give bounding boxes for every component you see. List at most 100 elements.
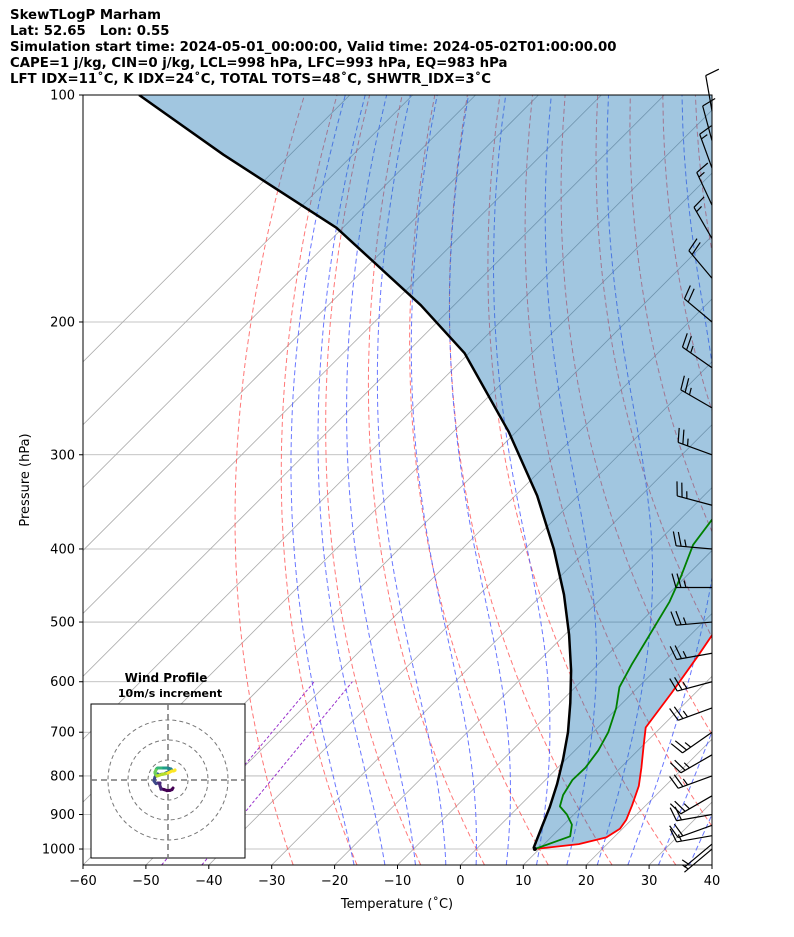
- moist-adiabat: [317, 95, 386, 865]
- isotherm: [83, 95, 476, 489]
- isotherm: [397, 549, 712, 865]
- isotherm: [83, 95, 665, 677]
- dry-adiabat: [761, 95, 794, 865]
- x-tick-label: −10: [384, 874, 411, 889]
- station-title: SkewTLogP Marham: [10, 8, 161, 23]
- isotherm: [523, 675, 712, 865]
- y-tick-label: 800: [50, 769, 75, 784]
- moist-adiabat: [376, 95, 447, 865]
- temperature-profile-line: [534, 633, 712, 850]
- wind-barb: [670, 731, 713, 754]
- x-tick-label: 10: [515, 874, 532, 889]
- dry-adiabat: [280, 95, 358, 865]
- wind-barb: [681, 333, 713, 369]
- isotherm: [83, 95, 351, 363]
- y-tick-label: 400: [50, 542, 75, 557]
- wind-barb: [669, 706, 713, 721]
- dry-adiabat: [728, 95, 794, 865]
- wind-barb: [702, 97, 716, 141]
- isotherm: [83, 95, 602, 614]
- wind-barb: [669, 676, 713, 692]
- wind-barb: [669, 795, 713, 815]
- moist-adiabat: [346, 95, 416, 865]
- wind-barb: [705, 68, 720, 112]
- station-coordinates: Lat: 52.65 Lon: 0.55: [10, 24, 170, 39]
- x-tick-label: −50: [132, 874, 159, 889]
- wind-barb: [681, 843, 713, 868]
- isotherm: [83, 109, 712, 740]
- x-tick-label: 30: [641, 874, 658, 889]
- parcel-profile-line: [138, 95, 573, 850]
- moist-adiabat: [492, 95, 551, 865]
- time-info: Simulation start time: 2024-05-01_00:00:…: [10, 40, 617, 55]
- wind-barb: [680, 375, 713, 409]
- chart-header: SkewTLogP Marham Lat: 52.65 Lon: 0.55 Si…: [10, 8, 617, 88]
- wind-barb: [671, 573, 712, 589]
- moist-adiabat: [544, 95, 598, 865]
- dry-adiabat: [595, 95, 712, 639]
- moist-adiabat: [290, 95, 355, 865]
- moist-adiabat: [596, 95, 653, 865]
- x-tick-label: −20: [321, 874, 348, 889]
- isotherm: [208, 361, 712, 865]
- x-tick-label: 40: [704, 874, 721, 889]
- isotherm: [334, 487, 712, 865]
- isotherm: [711, 864, 712, 865]
- x-tick-label: 20: [578, 874, 595, 889]
- x-tick-label: −40: [195, 874, 222, 889]
- y-axis-label: Pressure (hPa): [18, 433, 33, 526]
- wind-barbs: [669, 68, 720, 873]
- isotherm: [460, 612, 712, 865]
- x-tick-label: −30: [258, 874, 285, 889]
- wind-barb: [670, 610, 713, 626]
- isotherm: [83, 95, 539, 552]
- skewt-plot-area: [83, 95, 794, 865]
- hodograph-inset: Wind Profile 10m/s increment: [90, 671, 246, 859]
- wind-barb: [669, 823, 713, 839]
- cape-area: [139, 95, 712, 849]
- y-tick-label: 300: [50, 448, 75, 463]
- dry-adiabat: [487, 95, 677, 865]
- wind-barb: [696, 162, 713, 206]
- isotherm: [271, 424, 712, 865]
- y-tick-label: 600: [50, 675, 75, 690]
- isotherm: [83, 95, 413, 426]
- moist-adiabat: [720, 95, 794, 865]
- wind-barb: [683, 285, 713, 323]
- dewpoint-profile-line: [534, 518, 712, 850]
- hodograph-ring: [127, 739, 209, 821]
- hodograph-plot: [91, 704, 245, 858]
- stability-indices-1: CAPE=1 j/kg, CIN=0 j/kg, LCL=998 hPa, LF…: [10, 56, 508, 71]
- y-tick-label: 900: [50, 808, 75, 823]
- dry-adiabat: [524, 95, 712, 828]
- moist-adiabat: [410, 95, 477, 865]
- stability-indices-2: LFT IDX=11˚C, K IDX=24˚C, TOTAL TOTS=48˚…: [10, 72, 492, 87]
- hodograph-subtitle: 10m/s increment: [118, 687, 222, 700]
- wind-barb: [688, 238, 713, 279]
- dry-adiabat: [367, 95, 485, 865]
- x-axis-label: Temperature (˚C): [340, 896, 453, 912]
- moist-adiabat: [658, 730, 712, 865]
- wind-barb: [693, 196, 713, 239]
- wind-barb: [669, 828, 713, 843]
- y-tick-label: 1000: [42, 843, 75, 858]
- y-tick-label: 100: [50, 89, 75, 104]
- wind-barb: [677, 427, 713, 456]
- dry-adiabat: [409, 95, 549, 865]
- wind-barb: [672, 531, 713, 550]
- wind-barb: [699, 125, 713, 169]
- axes: −60 −50 −40 −30 −20 −10 0 10 20 30 40 1000 900 800 700…: [42, 89, 720, 890]
- wind-barb: [681, 848, 713, 873]
- moist-adiabat: [448, 95, 511, 865]
- y-tick-label: 700: [50, 726, 75, 741]
- dry-adiabat: [234, 95, 305, 865]
- dry-adiabat: [325, 95, 422, 865]
- moist-adiabat: [627, 95, 712, 865]
- wind-barb: [669, 774, 713, 789]
- y-tick-label: 200: [50, 315, 75, 330]
- surface-point: [532, 847, 537, 852]
- x-tick-label: 0: [456, 874, 464, 889]
- hodograph-title: Wind Profile: [125, 671, 208, 685]
- y-tick-label: 500: [50, 616, 75, 631]
